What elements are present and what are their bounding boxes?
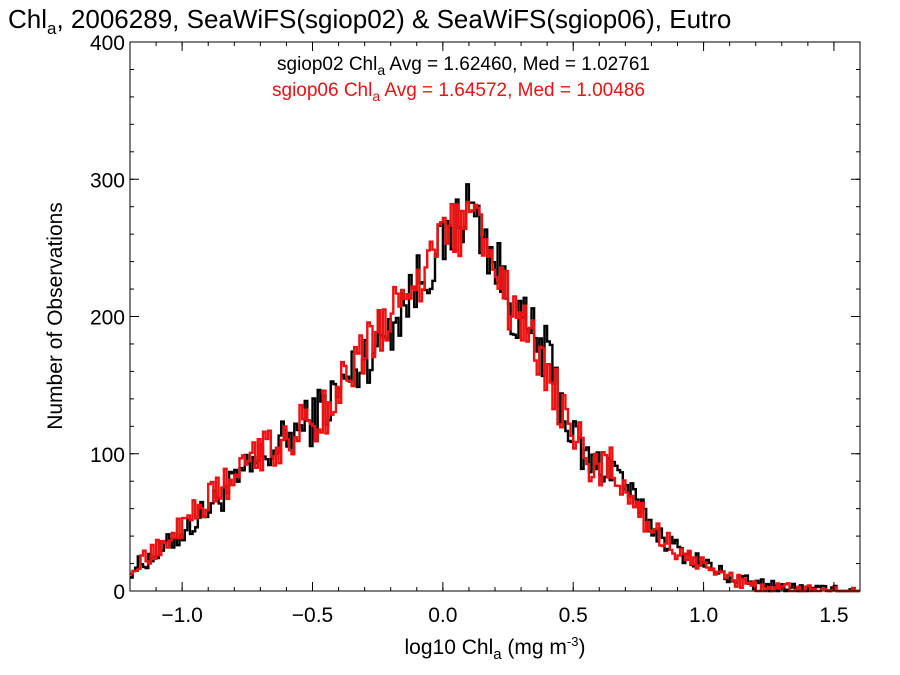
stats-sgiop02-prefix: sgiop02 Chl: [277, 54, 377, 75]
x-axis-label-prefix: log10 Chl: [405, 636, 494, 659]
plot-frame: [129, 41, 861, 592]
x-axis-label-subscript: a: [493, 646, 502, 663]
stats-line-sgiop02: sgiop02 Chla Avg = 1.62460, Med = 1.0276…: [277, 54, 650, 78]
x-tick-label: 1.0: [689, 604, 718, 627]
x-axis-label: log10 Chla (mg m-3): [405, 634, 586, 663]
chart-title-subscript: a: [47, 19, 57, 38]
series-line-sgiop06: [130, 200, 860, 593]
y-tick-label: 200: [90, 307, 125, 330]
stats-line-sgiop06: sgiop06 Chla Avg = 1.64572, Med = 1.0048…: [272, 80, 645, 104]
x-axis-label-suffix: ): [578, 636, 585, 659]
y-tick-label: 0: [113, 581, 125, 604]
series-layer: [130, 183, 860, 593]
y-axis-label: Number of Observations: [44, 202, 67, 430]
stats-sgiop06-prefix: sgiop06 Chl: [272, 80, 372, 101]
y-tick-label: 100: [90, 444, 125, 467]
stats-sgiop06-suffix: Avg = 1.64572, Med = 1.00486: [380, 80, 645, 101]
ticks-layer: −1.0 −0.5 0.0 0.5 1.0 1.5 0 100 200 300 400: [90, 32, 861, 627]
chart-title-prefix: Chl: [8, 4, 47, 34]
x-axis-label-mid: (mg m: [502, 636, 567, 659]
stats-sgiop02-suffix: Avg = 1.62460, Med = 1.02761: [385, 54, 650, 75]
x-tick-label: −1.0: [161, 604, 202, 627]
y-tick-label: 300: [90, 169, 125, 192]
x-tick-label: 0.0: [428, 604, 457, 627]
x-tick-label: 1.5: [819, 604, 848, 627]
x-tick-label: −0.5: [292, 604, 333, 627]
x-tick-label: 0.5: [559, 604, 588, 627]
chart-title-suffix: , 2006289, SeaWiFS(sgiop02) & SeaWiFS(sg…: [56, 4, 731, 34]
x-axis-label-superscript: -3: [567, 634, 579, 649]
stats-sgiop06-subscript: a: [372, 88, 380, 104]
chart-title: Chla, 2006289, SeaWiFS(sgiop02) & SeaWiF…: [8, 4, 731, 38]
stats-sgiop02-subscript: a: [377, 62, 385, 78]
y-tick-label: 400: [90, 32, 125, 55]
series-line-sgiop02: [130, 183, 860, 593]
